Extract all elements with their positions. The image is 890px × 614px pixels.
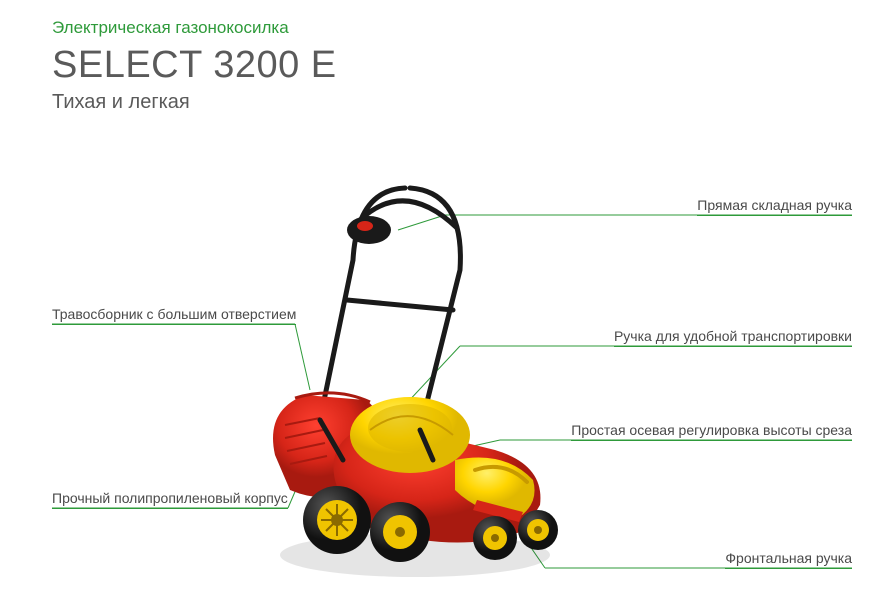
label-front-handle: Фронтальная ручка <box>725 550 852 569</box>
product-category: Электрическая газонокосилка <box>52 18 890 38</box>
label-folding-handle: Прямая складная ручка <box>697 197 852 216</box>
product-tagline: Тихая и легкая <box>52 91 890 114</box>
product-model: SELECT 3200 E <box>52 44 890 87</box>
label-height-adjustment: Простая осевая регулировка высоты среза <box>571 422 852 441</box>
label-transport-handle: Ручка для удобной транспортировки <box>614 328 852 347</box>
header: Электрическая газонокосилка SELECT 3200 … <box>0 0 890 114</box>
feature-diagram: Травосборник с большим отверстием Прочны… <box>0 150 890 614</box>
label-body-material: Прочный полипропиленовый корпус <box>52 490 288 509</box>
product-illustration <box>265 160 565 580</box>
label-grass-collector: Травосборник с большим отверстием <box>52 306 296 325</box>
